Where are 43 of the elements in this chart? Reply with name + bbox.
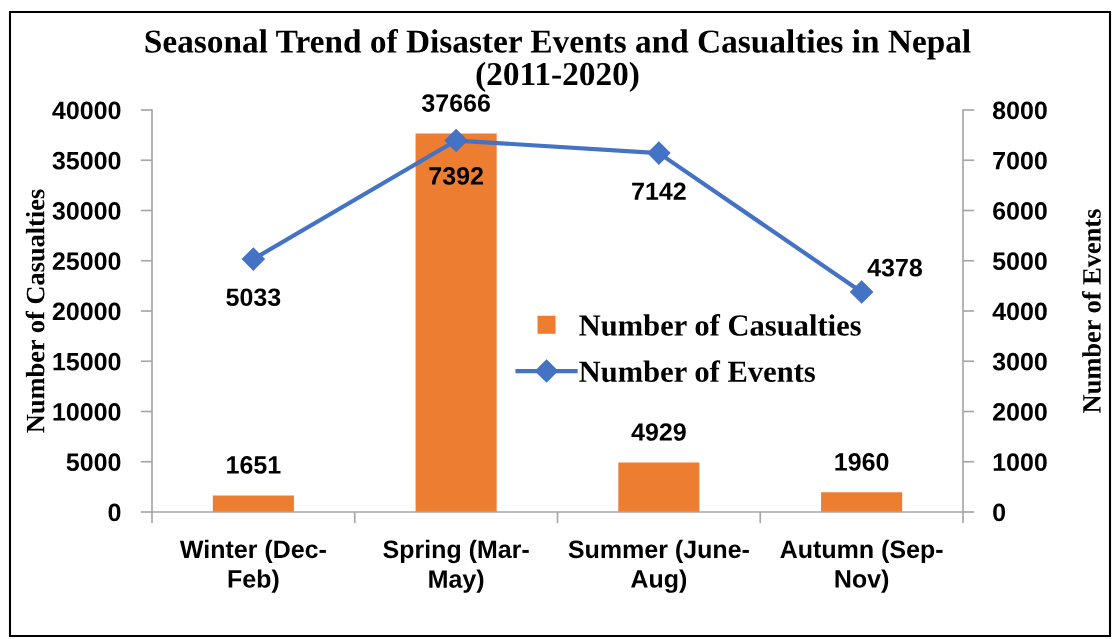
data-label: 5033	[226, 288, 281, 307]
bar	[618, 462, 700, 512]
legend-label: Number of Events	[579, 360, 815, 383]
y2-tick-label: 4000	[992, 302, 1047, 321]
point	[444, 129, 468, 153]
x-tick-label: Autumn (Sep- Nov)	[780, 539, 943, 593]
y-tick-label: 25000	[52, 252, 121, 271]
data-label: 7392	[429, 167, 483, 185]
y-tick-label: 5000	[66, 453, 121, 472]
y2-tick-label: 8000	[992, 101, 1047, 120]
y2-tick-label: 0	[993, 503, 1006, 522]
bar	[415, 133, 497, 512]
y2-tick-label: 5000	[992, 252, 1047, 271]
legend-label: Number of Casualties	[579, 314, 861, 336]
data-label: 37666	[421, 94, 490, 112]
y-axis-title: Number of Casualties	[25, 189, 45, 433]
y2-tick-label: 3000	[992, 352, 1047, 371]
y2-tick-label: 7000	[993, 151, 1047, 170]
y2-tick-label: 6000	[993, 202, 1047, 220]
y-tick-label: 30000	[52, 202, 121, 220]
y-tick-label: 20000	[52, 302, 121, 321]
point	[241, 247, 265, 271]
bar	[212, 495, 294, 512]
y2-tick-label: 1000	[993, 453, 1047, 472]
y-tick-label: 0	[108, 503, 121, 522]
point	[647, 141, 671, 165]
data-label: 7142	[632, 182, 686, 200]
point	[850, 280, 874, 304]
y-tick-label: 10000	[53, 403, 121, 421]
x-tick-label: Winter (Dec- Feb)	[179, 539, 326, 593]
bar	[821, 492, 903, 512]
x-tick-label: Summer (June- Aug)	[568, 539, 749, 593]
y-tick-label: 35000	[52, 151, 121, 170]
data-label: 4929	[631, 423, 686, 441]
data-label: 4378	[867, 258, 922, 277]
data-label: 1960	[835, 452, 889, 471]
y2-tick-label: 2000	[993, 403, 1047, 421]
x-tick-label: Spring (Mar- May)	[383, 539, 529, 593]
data-label: 1651	[227, 456, 281, 474]
y-tick-label: 15000	[53, 352, 121, 371]
y2-axis-title: Number of Events	[1081, 209, 1101, 413]
chart-title: Seasonal Trend of Disaster Events and Casualties in Nepal (2011-2020)	[145, 28, 971, 93]
y-tick-label: 40000	[52, 101, 121, 120]
